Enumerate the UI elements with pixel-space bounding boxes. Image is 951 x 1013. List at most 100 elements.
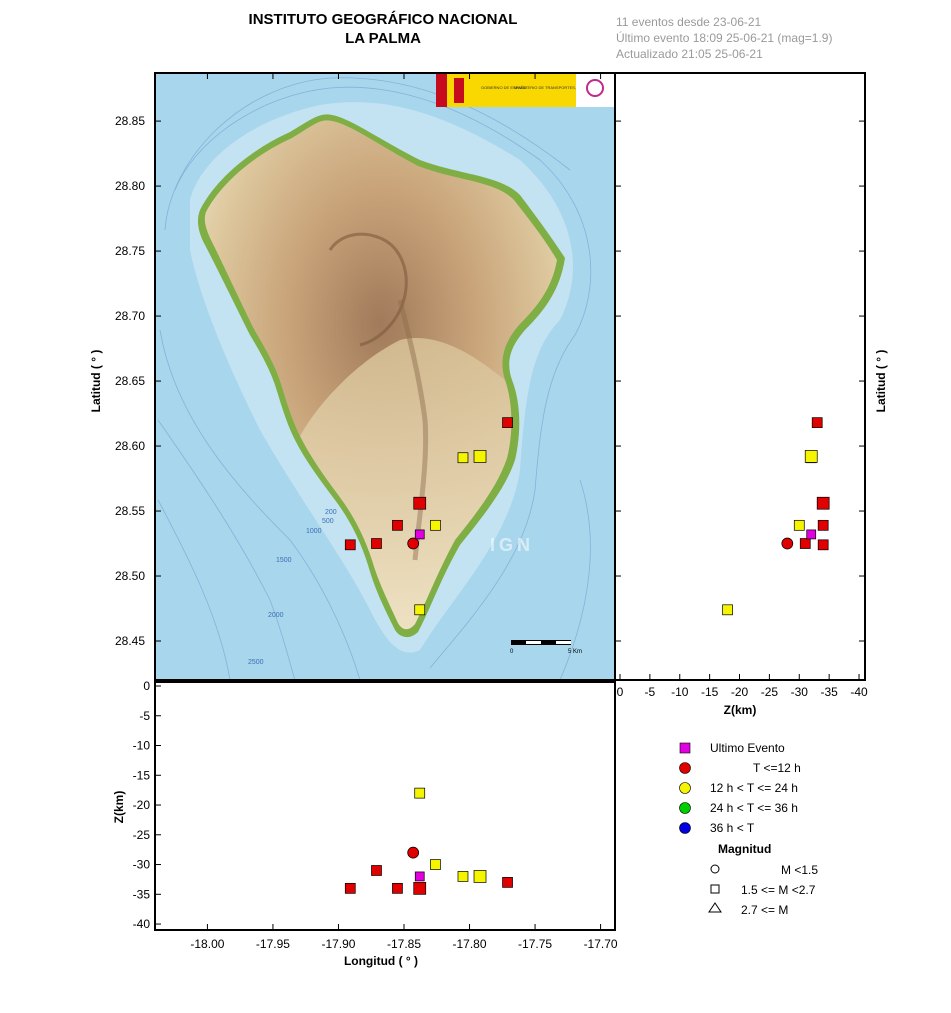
event-marker-depth-lat bbox=[781, 537, 794, 550]
legend-mag-large-label: 2.7 <= M bbox=[741, 903, 788, 917]
depth-label: 1500 bbox=[276, 557, 292, 564]
z-tick-right-label: -5 bbox=[645, 685, 656, 699]
legend-circle-icon bbox=[710, 864, 720, 874]
event-marker-map bbox=[407, 537, 420, 550]
event-marker-map bbox=[414, 604, 426, 616]
z-tick-label: 0 bbox=[143, 679, 150, 693]
bathymetry-contours bbox=[157, 77, 592, 680]
event-marker-depth-lon bbox=[371, 865, 382, 876]
event-marker-map bbox=[502, 417, 513, 428]
event-marker-depth-lat bbox=[804, 450, 818, 463]
z-tick-label: -40 bbox=[133, 917, 151, 931]
southern-plain bbox=[300, 338, 512, 630]
event-marker-map bbox=[414, 529, 425, 540]
event-marker-depth-lat bbox=[722, 604, 733, 616]
lat-tick-label: 28.45 bbox=[115, 634, 145, 648]
event-marker-depth-lat bbox=[816, 496, 830, 510]
event-marker-depth-lon bbox=[430, 859, 441, 870]
event-marker-depth-lon bbox=[414, 787, 426, 799]
chart-title: INSTITUTO GEOGRÁFICO NACIONAL LA PALMA bbox=[233, 10, 533, 48]
legend-tmore-marker bbox=[679, 822, 691, 834]
z-tick-right-label: -10 bbox=[671, 685, 689, 699]
lon-tick-label: -17.75 bbox=[518, 937, 552, 951]
depth-axis-label-right: Z(km) bbox=[724, 703, 757, 717]
event-marker-depth-lat bbox=[793, 519, 805, 531]
event-marker-map bbox=[473, 450, 487, 463]
legend-tmore-label: 36 h < T bbox=[710, 821, 755, 835]
lon-tick-label: -17.70 bbox=[584, 937, 618, 951]
lat-tick-label: 28.50 bbox=[115, 569, 145, 583]
lon-tick-label: -18.00 bbox=[190, 937, 224, 951]
event-marker-depth-lon bbox=[457, 871, 469, 882]
axes-layer: 28.85 28.80 28.75 28.70 28.65 28.60 28.55 28.50… bbox=[115, 73, 868, 951]
info-block: 11 eventos desde 23-06-21 Último evento … bbox=[616, 14, 832, 62]
title-line-1: INSTITUTO GEOGRÁFICO NACIONAL bbox=[248, 11, 518, 28]
latitude-axis-label-left: Latitud ( ° ) bbox=[89, 350, 103, 413]
scale-end-label: 5 Km bbox=[568, 649, 582, 655]
event-marker-map bbox=[413, 496, 427, 510]
event-marker-depth-lon bbox=[473, 870, 487, 883]
z-tick-label: -5 bbox=[139, 709, 150, 723]
event-marker-map bbox=[344, 539, 356, 551]
legend: Ultimo Evento T <=12 h 12 h < T <= 24 h … bbox=[679, 741, 818, 917]
event-marker-depth-lat bbox=[817, 539, 829, 551]
info-updated: Actualizado 21:05 25-06-21 bbox=[616, 47, 763, 61]
z-tick-label: -20 bbox=[133, 798, 151, 812]
info-event-count: 11 eventos desde 23-06-21 bbox=[616, 15, 762, 29]
z-tick-right-label: 0 bbox=[617, 685, 624, 699]
event-marker-depth-lat bbox=[806, 529, 817, 540]
lat-tick-label: 28.55 bbox=[115, 504, 145, 518]
legend-magnitude-title: Magnitud bbox=[718, 842, 771, 856]
event-marker-depth-lon bbox=[392, 882, 403, 894]
event-marker-depth-lon bbox=[407, 846, 420, 859]
ign-watermark: IGN bbox=[490, 535, 534, 555]
legend-t36-marker bbox=[679, 802, 691, 814]
lon-tick-label: -17.85 bbox=[387, 937, 421, 951]
z-tick-label: -10 bbox=[133, 739, 151, 753]
depth-label: 200 bbox=[325, 509, 337, 516]
map-panel: 200 500 1000 1500 2000 2500 IGN GOBIERNO… bbox=[155, 73, 639, 680]
depth-lat-frame bbox=[614, 72, 866, 681]
lat-tick-label: 28.75 bbox=[115, 244, 145, 258]
z-tick-right-label: -40 bbox=[850, 685, 868, 699]
depth-label: 2000 bbox=[268, 612, 284, 619]
z-tick-right-label: -25 bbox=[761, 685, 779, 699]
legend-last-event-marker bbox=[679, 742, 691, 754]
depth-label: 2500 bbox=[248, 659, 264, 666]
legend-mag-small-label: M <1.5 bbox=[781, 863, 818, 877]
event-marker-depth-lat bbox=[811, 417, 823, 428]
coat-of-arms-icon bbox=[454, 78, 464, 103]
event-marker-depth-lon bbox=[414, 871, 425, 882]
z-tick-label: -25 bbox=[133, 828, 151, 842]
event-marker-depth-lon bbox=[344, 882, 356, 894]
z-tick-right-label: -30 bbox=[791, 685, 809, 699]
scale-start-label: 0 bbox=[510, 649, 514, 655]
lat-tick-label: 28.85 bbox=[115, 114, 145, 128]
legend-triangle-icon bbox=[708, 902, 722, 913]
z-tick-label: -15 bbox=[133, 768, 151, 782]
legend-last-event-label: Ultimo Evento bbox=[710, 741, 785, 755]
event-markers bbox=[344, 417, 830, 895]
lon-tick-label: -17.90 bbox=[321, 937, 355, 951]
event-marker-map bbox=[392, 519, 403, 531]
event-marker-depth-lat bbox=[799, 538, 811, 549]
logo-text-1: GOBIERNO DE ESPAÑA bbox=[481, 85, 527, 90]
z-tick-label: -30 bbox=[133, 858, 151, 872]
event-marker-depth-lon bbox=[413, 881, 427, 895]
legend-mag-medium-label: 1.5 <= M <2.7 bbox=[741, 883, 816, 897]
caldera-rim bbox=[328, 232, 408, 347]
legend-t24-label: 12 h < T <= 24 h bbox=[710, 781, 798, 795]
scale-bar: 0 5 Km bbox=[510, 640, 582, 655]
government-logo: GOBIERNO DE ESPAÑA MINISTERIO DE TRANSPO… bbox=[436, 74, 639, 107]
legend-t12-label: T <=12 h bbox=[753, 761, 801, 775]
z-tick-right-label: -15 bbox=[701, 685, 719, 699]
depth-axis-label-bottom: Z(km) bbox=[112, 791, 126, 824]
event-marker-depth-lon bbox=[502, 877, 513, 888]
event-marker-map bbox=[371, 538, 382, 549]
legend-square-icon bbox=[710, 884, 720, 894]
z-tick-label: -35 bbox=[133, 887, 151, 901]
logo-text-2: MINISTERIO DE TRANSPORTES, MOVILIDAD Y A… bbox=[514, 85, 639, 90]
latitude-axis-label-right: Latitud ( ° ) bbox=[874, 350, 888, 413]
lat-tick-label: 28.80 bbox=[115, 179, 145, 193]
